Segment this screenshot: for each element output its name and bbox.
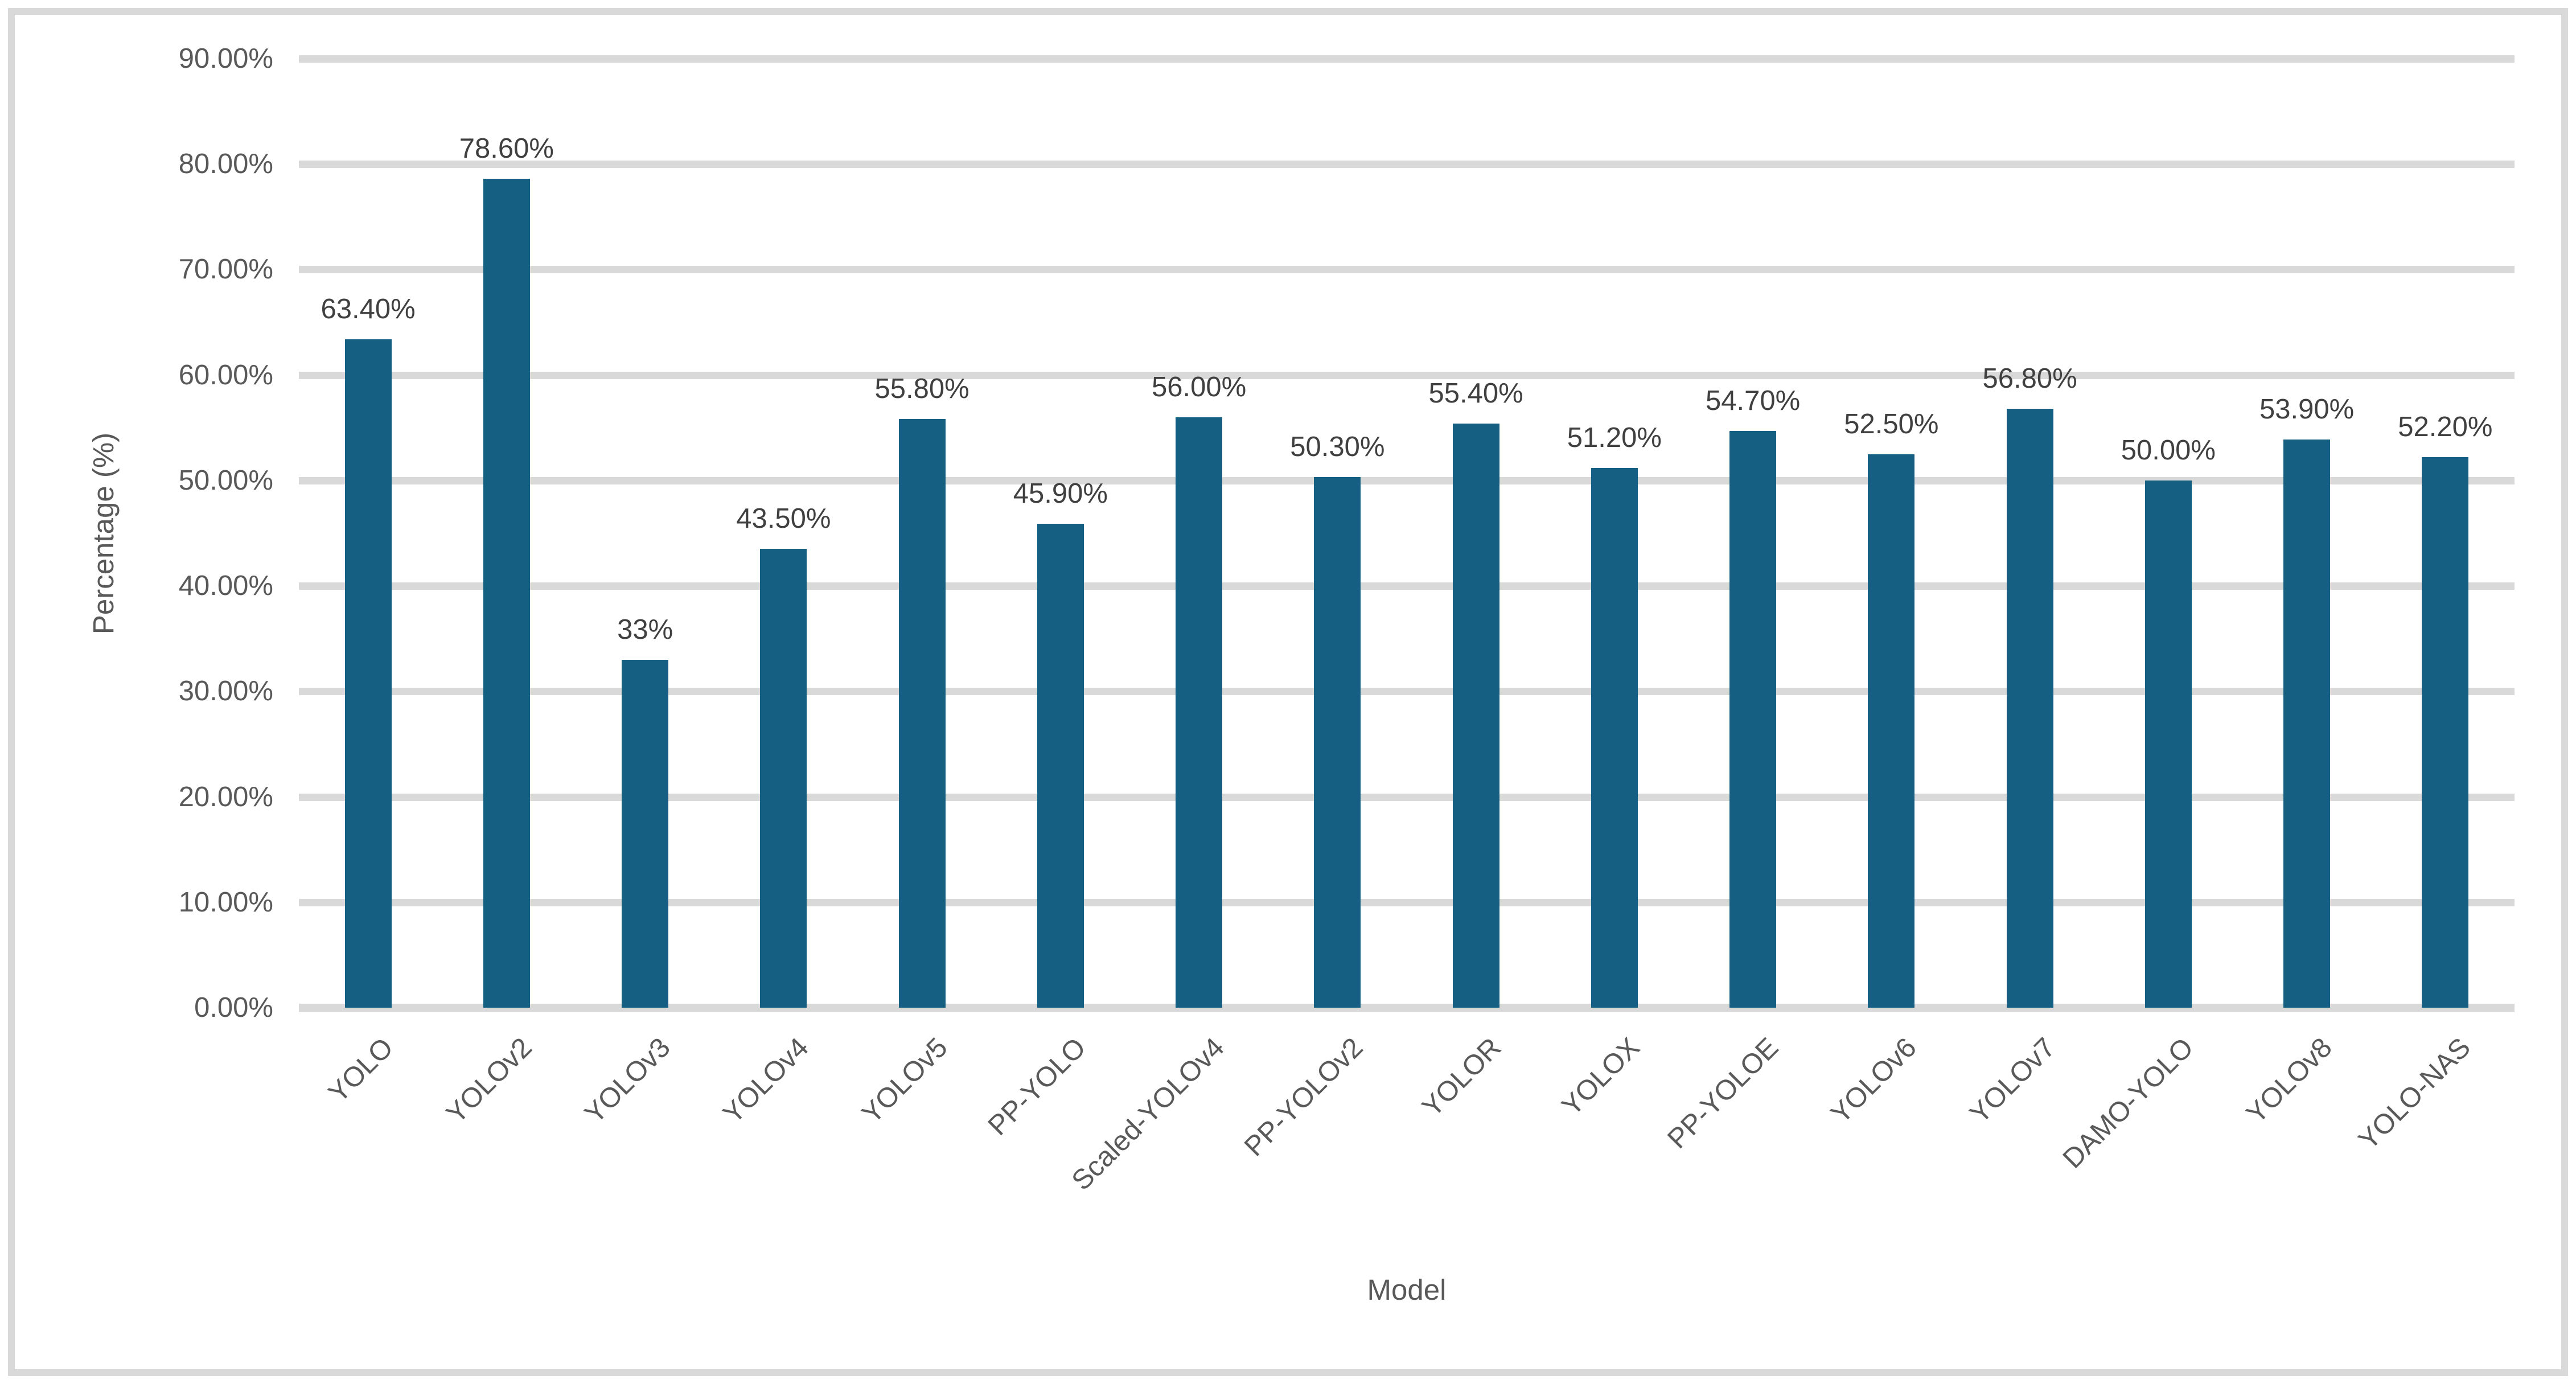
- bar-YOLOv4: [760, 549, 807, 1008]
- data-label: 78.60%: [459, 133, 554, 165]
- data-label: 56.00%: [1152, 371, 1247, 403]
- gridline: [299, 266, 2515, 274]
- x-axis-ticks: YOLO YOLOv2 YOLOv3 YOLOv4 YOLOv5 PP-YOLO Scale…: [15, 15, 2561, 1369]
- data-label: 53.90%: [2259, 393, 2355, 425]
- bar-YOLOX: [1591, 467, 1638, 1008]
- data-label: 43.50%: [736, 503, 831, 535]
- x-tick-label: YOLOv2: [440, 1032, 538, 1130]
- bar-YOLOv3: [622, 659, 669, 1008]
- data-label: 50.30%: [1290, 432, 1385, 463]
- x-axis-line: [299, 1004, 2515, 1012]
- data-label: 56.80%: [1982, 363, 2077, 394]
- data-label: 54.70%: [1706, 385, 1801, 416]
- x-tick-label: YOLOv7: [1963, 1032, 2061, 1130]
- data-label: 51.20%: [1567, 422, 1662, 453]
- x-tick-label: YOLO-NAS: [2353, 1032, 2477, 1156]
- x-tick-label: YOLOR: [1416, 1032, 1507, 1123]
- data-label: 52.20%: [2398, 412, 2493, 443]
- y-tick-label: 30.00%: [178, 676, 273, 707]
- x-tick-label: YOLO: [323, 1032, 400, 1109]
- x-tick-label: PP-YOLO: [982, 1032, 1092, 1141]
- x-tick-label: YOLOv8: [2240, 1032, 2339, 1130]
- x-tick-label: PP-YOLOE: [1661, 1032, 1785, 1155]
- y-tick-label: 70.00%: [178, 254, 273, 285]
- bar-YOLO-NAS: [2422, 457, 2469, 1008]
- y-tick-label: 10.00%: [178, 886, 273, 918]
- bar-YOLOv5: [898, 419, 946, 1008]
- gridline: [299, 371, 2515, 379]
- y-axis-title: Percentage (%): [87, 432, 120, 634]
- bar-YOLOv7: [2006, 408, 2053, 1008]
- gridline: [299, 477, 2515, 484]
- data-label: 63.40%: [321, 293, 416, 325]
- bar-YOLOR: [1452, 423, 1499, 1008]
- x-tick-label: Scaled-YOLOv4: [1066, 1032, 1231, 1197]
- x-tick-label: YOLOv6: [1825, 1032, 1923, 1130]
- data-label: 52.50%: [1844, 408, 1939, 440]
- bar-Scaled-YOLOv4: [1176, 417, 1223, 1008]
- bar-YOLOv6: [1868, 454, 1915, 1008]
- gridline: [299, 898, 2515, 906]
- gridlines-layer: [15, 15, 2561, 1369]
- plot-area: 63.40% 78.60% 33% 43.50% 55.80% 45.90% 56.00% 5…: [15, 15, 2561, 1369]
- gridline: [299, 688, 2515, 696]
- data-label: 33%: [617, 614, 673, 645]
- x-tick-label: YOLOv4: [717, 1032, 815, 1130]
- data-label: 55.40%: [1428, 377, 1523, 409]
- y-tick-label: 20.00%: [178, 781, 273, 812]
- bar-PP-YOLOE: [1729, 430, 1777, 1008]
- bar-DAMO-YOLO: [2144, 480, 2192, 1008]
- x-tick-label: YOLOv5: [856, 1032, 954, 1130]
- bar-PP-YOLOv2: [1314, 477, 1361, 1008]
- y-axis-ticks: 0.00% 10.00% 20.00% 30.00% 40.00% 50.00% 60.00…: [15, 15, 2561, 1369]
- gridline: [299, 793, 2515, 801]
- chart-frame: 63.40% 78.60% 33% 43.50% 55.80% 45.90% 56.00% 5…: [8, 8, 2568, 1376]
- bar-YOLOv8: [2283, 439, 2331, 1008]
- bars-layer: [15, 15, 2561, 1369]
- y-tick-label: 80.00%: [178, 149, 273, 180]
- x-tick-label: YOLOv3: [578, 1032, 677, 1130]
- data-label: 45.90%: [1013, 478, 1108, 509]
- data-label: 50.00%: [2121, 434, 2216, 466]
- y-tick-label: 0.00%: [194, 992, 273, 1023]
- y-tick-label: 90.00%: [178, 43, 273, 74]
- y-tick-label: 40.00%: [178, 570, 273, 602]
- x-tick-label: YOLOX: [1556, 1032, 1646, 1122]
- x-tick-label: DAMO-YOLO: [2057, 1032, 2200, 1174]
- x-tick-label: PP-YOLOv2: [1238, 1032, 1369, 1163]
- bar-PP-YOLO: [1037, 523, 1084, 1008]
- data-labels-layer: 63.40% 78.60% 33% 43.50% 55.80% 45.90% 56.00% 5…: [15, 15, 2561, 1369]
- x-axis-title: Model: [1367, 1274, 1447, 1306]
- data-label: 55.80%: [874, 373, 969, 405]
- gridline: [299, 161, 2515, 169]
- bar-YOLO: [344, 339, 392, 1008]
- bar-YOLOv2: [483, 179, 530, 1008]
- gridline: [299, 582, 2515, 590]
- y-tick-label: 50.00%: [178, 465, 273, 496]
- gridline: [299, 55, 2515, 63]
- y-tick-label: 60.00%: [178, 359, 273, 391]
